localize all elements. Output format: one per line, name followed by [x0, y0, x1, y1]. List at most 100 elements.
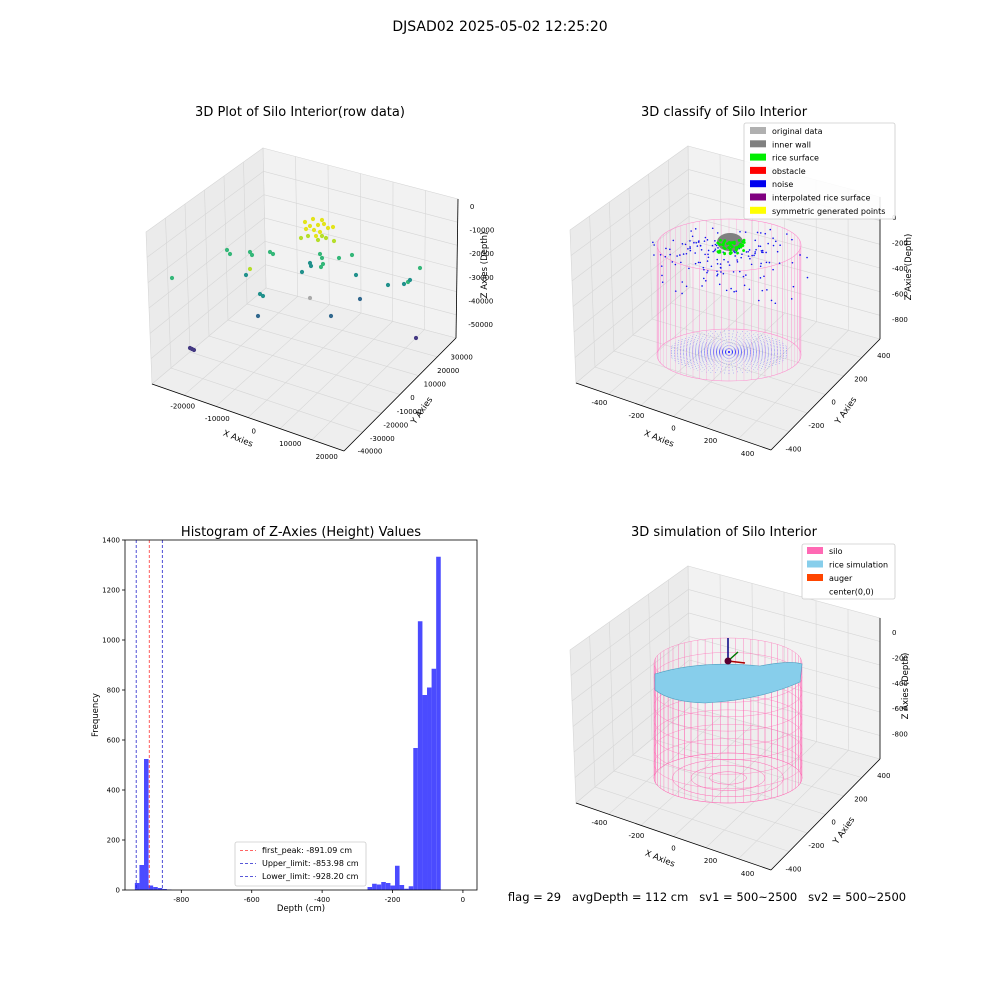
legend-swatch — [750, 140, 766, 148]
silo-wireframe — [656, 218, 802, 382]
y-tick-label: -20000 — [383, 421, 408, 429]
histogram-bar — [372, 883, 377, 890]
x-tick-label: 400 — [741, 870, 754, 878]
noise-point — [770, 299, 773, 302]
raw-data-point — [317, 229, 323, 235]
noise-floor-ray — [728, 351, 788, 358]
y-tick-label: 0 — [831, 399, 835, 407]
gridline — [146, 171, 458, 258]
x-tick-label: 0 — [252, 428, 256, 436]
noise-floor-ray — [669, 348, 730, 353]
raw-data-point — [224, 247, 230, 253]
noise-floor-ray — [669, 350, 730, 353]
noise-point — [790, 298, 793, 300]
noise-point — [806, 256, 808, 259]
raw-data-point — [321, 221, 327, 227]
noise-floor-ray — [693, 351, 730, 370]
gridline — [147, 194, 458, 283]
z-tick-label: -30000 — [469, 274, 494, 282]
legend-swatch — [807, 574, 823, 581]
y-tick-label: -10000 — [397, 408, 422, 416]
noise-floor-ray — [728, 330, 744, 353]
histogram-bar — [162, 889, 167, 890]
noise-point — [723, 258, 725, 261]
raw-data-point — [307, 223, 313, 229]
gridline — [571, 192, 881, 282]
noise-point — [713, 249, 716, 252]
noise-point — [716, 274, 718, 277]
noise-floor-ray — [728, 351, 744, 374]
x-tick-label: 0 — [671, 845, 675, 853]
noise-point — [704, 279, 707, 282]
panel-classify-ylabel: Y Axies — [833, 395, 860, 427]
noise-point — [698, 240, 700, 242]
x-tick-label: -200 — [629, 412, 645, 420]
raw-data-point — [349, 252, 355, 258]
rice-surface-point — [718, 250, 722, 254]
raw-data-point — [313, 233, 319, 239]
noise-floor-ray — [728, 351, 757, 372]
noise-point — [669, 253, 671, 256]
noise-floor-ray — [728, 351, 765, 370]
legend-label: auger — [829, 574, 853, 583]
noise-point — [725, 289, 728, 292]
noise-point — [759, 277, 762, 279]
noise-floor-ray — [728, 351, 789, 356]
noise-point — [756, 231, 759, 234]
noise-point — [694, 252, 696, 254]
noise-point — [707, 253, 709, 256]
legend-label: silo — [829, 547, 843, 556]
noise-point — [704, 236, 707, 239]
noise-floor-ray — [693, 334, 730, 353]
panel-classify-legend: original data inner wall rice surface obsta… — [743, 122, 896, 220]
raw-data-point — [328, 313, 334, 319]
noise-point — [799, 254, 801, 256]
raw-data-point — [308, 263, 314, 269]
noise-point — [696, 245, 699, 247]
noise-point — [741, 253, 743, 256]
panel-classify-3d: -400-2000200400-400-20002004000-200-400-… — [569, 105, 914, 458]
y-tick-label: 400 — [877, 772, 890, 780]
raw-data-point — [325, 225, 331, 231]
legend-frame — [743, 122, 896, 220]
noise-point — [767, 242, 769, 245]
noise-floor-ray — [728, 346, 788, 353]
x-tick-label: -200 — [385, 896, 401, 904]
raw-data-point — [299, 269, 305, 275]
y-axis-line — [343, 337, 457, 452]
rice-surface-point — [722, 240, 726, 244]
raw-data-point — [357, 296, 363, 302]
noise-point — [792, 285, 795, 288]
noise-point — [681, 292, 683, 295]
histogram-bar — [404, 888, 409, 890]
raw-data-point — [413, 335, 419, 341]
noise-point — [664, 255, 667, 258]
x-tick-label: 200 — [704, 437, 717, 445]
histogram-legend: first_peak: -891.09 cm Upper_limit: -853.… — [234, 841, 367, 887]
y-tick-label: 0 — [831, 819, 835, 827]
noise-point — [772, 244, 775, 247]
noise-point — [694, 262, 697, 265]
noise-floor-ray — [724, 351, 730, 374]
x-tick-label: -200 — [629, 832, 645, 840]
histogram-bar — [417, 621, 423, 890]
y-axis-line — [770, 338, 881, 451]
histogram-plot-frame — [124, 539, 478, 891]
legend-label: rice surface — [772, 154, 819, 163]
legend-label: center(0,0) — [829, 588, 874, 597]
noise-point — [661, 281, 664, 284]
noise-point — [727, 261, 729, 263]
noise-point — [716, 258, 719, 261]
z-tick-label: -800 — [892, 731, 908, 739]
y-tick-label: -400 — [786, 445, 802, 453]
noise-point — [766, 289, 768, 291]
gridline — [243, 161, 438, 358]
y-tick-label: -200 — [808, 842, 824, 850]
y-tick-label: 1400 — [102, 537, 120, 545]
noise-point — [690, 230, 692, 232]
noise-point — [772, 237, 774, 239]
noise-point — [774, 240, 777, 243]
gridline — [668, 159, 862, 358]
noise-point — [743, 284, 746, 287]
noise-point — [763, 275, 765, 278]
